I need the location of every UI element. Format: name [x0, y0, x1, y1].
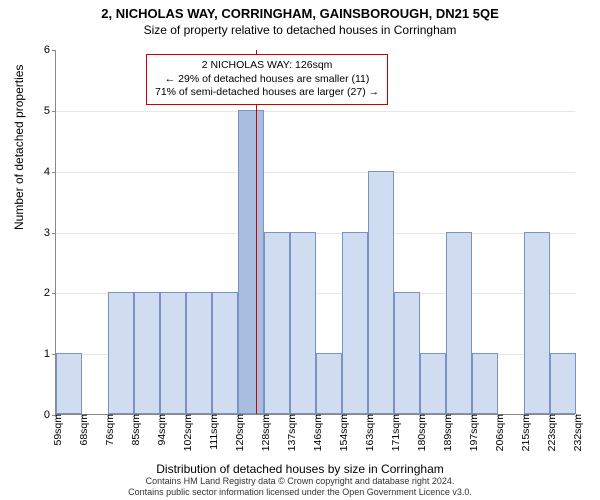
- xtick-label: 171sqm: [386, 414, 402, 451]
- plot-area: 012345659sqm68sqm76sqm85sqm94sqm102sqm11…: [55, 50, 575, 415]
- xtick-label: 102sqm: [178, 414, 194, 451]
- xtick-label: 223sqm: [542, 414, 558, 451]
- histogram-bar: [212, 292, 237, 414]
- xtick-label: 180sqm: [412, 414, 428, 451]
- y-axis-label: Number of detached properties: [12, 65, 26, 230]
- x-axis-label: Distribution of detached houses by size …: [0, 462, 600, 476]
- histogram-bar: [316, 353, 341, 414]
- histogram-bar: [238, 110, 263, 414]
- footer-line-2: Contains public sector information licen…: [0, 487, 600, 498]
- histogram-bar: [108, 292, 133, 414]
- xtick-label: 94sqm: [152, 414, 168, 446]
- ytick-label: 3: [44, 227, 56, 239]
- chart-container: 2, NICHOLAS WAY, CORRINGHAM, GAINSBOROUG…: [0, 0, 600, 500]
- histogram-bar: [394, 292, 419, 414]
- histogram-bar: [472, 353, 497, 414]
- xtick-label: 120sqm: [230, 414, 246, 451]
- xtick-label: 128sqm: [256, 414, 272, 451]
- histogram-bar: [420, 353, 445, 414]
- info-box-line: 2 NICHOLAS WAY: 126sqm: [155, 59, 379, 73]
- histogram-bar: [160, 292, 185, 414]
- info-box-line: 71% of semi-detached houses are larger (…: [155, 86, 379, 100]
- histogram-bar: [550, 353, 575, 414]
- chart-title-sub: Size of property relative to detached ho…: [0, 21, 600, 37]
- info-box: 2 NICHOLAS WAY: 126sqm← 29% of detached …: [146, 54, 388, 105]
- ytick-label: 2: [44, 287, 56, 299]
- gridline: [56, 111, 575, 112]
- histogram-bar: [134, 292, 159, 414]
- xtick-label: 76sqm: [100, 414, 116, 446]
- ytick-label: 5: [44, 105, 56, 117]
- xtick-label: 111sqm: [204, 414, 220, 450]
- xtick-label: 215sqm: [516, 414, 532, 451]
- ytick-label: 1: [44, 348, 56, 360]
- xtick-label: 232sqm: [568, 414, 584, 451]
- xtick-label: 85sqm: [126, 414, 142, 446]
- histogram-bar: [446, 232, 471, 415]
- histogram-bar: [290, 232, 315, 415]
- xtick-label: 68sqm: [74, 414, 90, 446]
- histogram-bar: [264, 232, 289, 415]
- xtick-label: 59sqm: [48, 414, 64, 446]
- xtick-label: 137sqm: [282, 414, 298, 451]
- footer-line-1: Contains HM Land Registry data © Crown c…: [0, 476, 600, 487]
- xtick-label: 163sqm: [360, 414, 376, 451]
- xtick-label: 189sqm: [438, 414, 454, 451]
- footer-attribution: Contains HM Land Registry data © Crown c…: [0, 476, 600, 498]
- ytick-label: 4: [44, 166, 56, 178]
- ytick-label: 6: [44, 44, 56, 56]
- histogram-bar: [524, 232, 549, 415]
- histogram-bar: [56, 353, 81, 414]
- xtick-label: 206sqm: [490, 414, 506, 451]
- chart-title-main: 2, NICHOLAS WAY, CORRINGHAM, GAINSBOROUG…: [0, 0, 600, 21]
- xtick-label: 154sqm: [334, 414, 350, 451]
- histogram-bar: [186, 292, 211, 414]
- info-box-line: ← 29% of detached houses are smaller (11…: [155, 73, 379, 87]
- histogram-bar: [368, 171, 393, 414]
- histogram-bar: [342, 232, 367, 415]
- xtick-label: 197sqm: [464, 414, 480, 451]
- xtick-label: 146sqm: [308, 414, 324, 451]
- gridline: [56, 172, 575, 173]
